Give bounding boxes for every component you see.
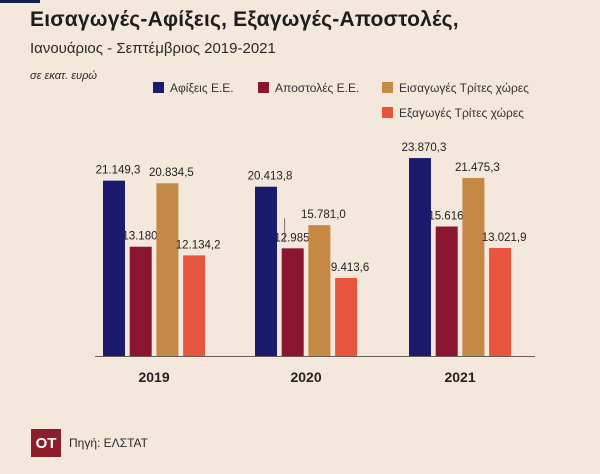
bar — [409, 158, 431, 356]
legend-label: Εξαγωγές Τρίτες χώρες — [399, 106, 524, 120]
top-accent-rule — [0, 0, 40, 3]
bar — [335, 277, 358, 356]
legend-swatch — [153, 82, 164, 93]
data-label: 20.834,5 — [149, 167, 194, 179]
data-label: 15.616,0 — [428, 211, 473, 223]
chart-title: Εισαγωγές-Αφίξεις, Εξαγωγές-Αποστολές, — [30, 8, 459, 31]
chart-subtitle: Ιανουάριος - Σεπτέμβριος 2019-2021 — [30, 40, 276, 57]
legend-swatch — [382, 107, 393, 118]
data-label: 21.149,3 — [96, 165, 141, 177]
x-tick-label: 2019 — [138, 369, 169, 385]
data-label: 15.781,0 — [301, 209, 346, 221]
data-label: 9.413,6 — [331, 262, 369, 274]
source-note: Πηγή: ΕΛΣΤΑΤ — [69, 436, 149, 450]
legend-swatch — [382, 82, 393, 93]
bar — [462, 177, 485, 356]
publisher-logo: OT — [31, 429, 61, 457]
data-label: 21.475,3 — [455, 162, 500, 174]
bar — [281, 248, 304, 356]
bar — [308, 225, 331, 356]
data-label: 23.870,3 — [402, 142, 447, 154]
data-label: 13.021,9 — [482, 232, 527, 244]
data-label: 12.134,2 — [176, 239, 221, 251]
bar — [129, 246, 152, 356]
bar — [489, 248, 512, 356]
unit-label: σε εκατ. ευρώ — [30, 70, 97, 82]
bar — [183, 255, 206, 356]
data-label: 20.413,8 — [248, 171, 293, 183]
data-label: 13.180,1 — [122, 231, 167, 243]
bar — [103, 180, 125, 356]
data-label: 12.985,3 — [274, 232, 319, 244]
legend-swatch — [258, 82, 269, 93]
x-tick-label: 2020 — [290, 369, 321, 385]
legend-label: Αφίξεις Ε.Ε. — [170, 81, 234, 95]
bar — [435, 226, 458, 356]
bar — [156, 183, 179, 356]
legend-label: Εισαγωγές Τρίτες χώρες — [399, 81, 529, 95]
x-tick-label: 2021 — [444, 369, 475, 385]
legend-label: Αποστολές Ε.Ε. — [275, 81, 359, 95]
bar — [255, 186, 277, 356]
